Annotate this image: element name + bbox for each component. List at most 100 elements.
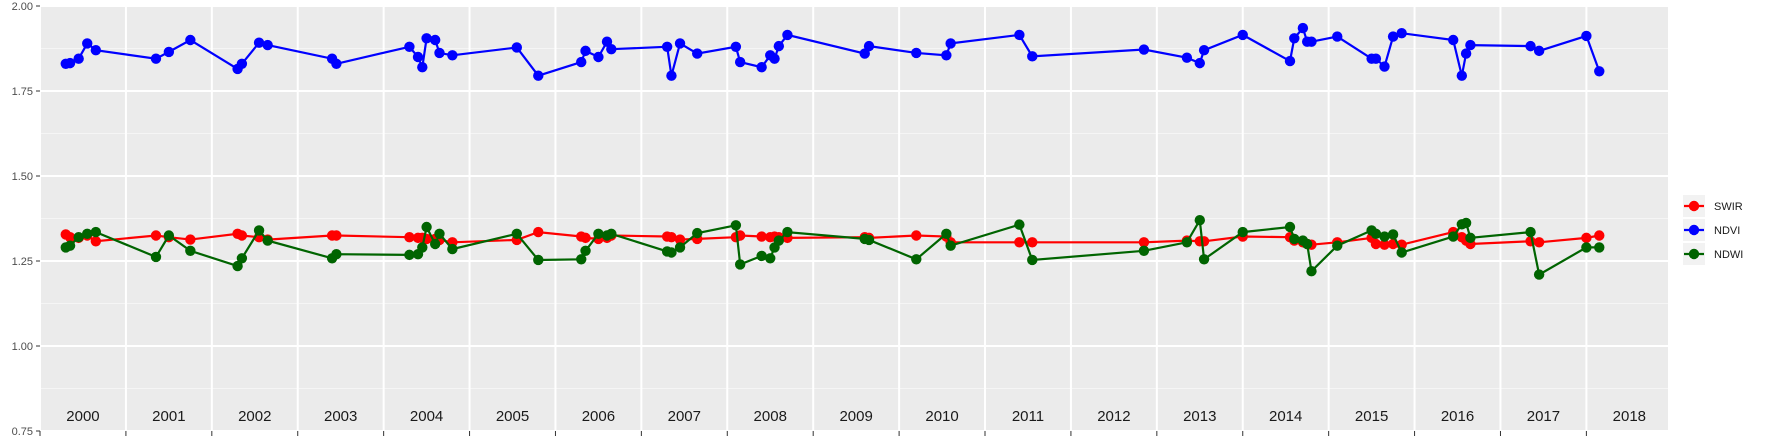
series-point-ndvi [782, 29, 793, 41]
series-point-ndwi [429, 238, 441, 250]
series-point-ndwi [82, 228, 93, 239]
series-point-ndwi [1181, 237, 1193, 248]
x-tick-label: 2008 [754, 408, 787, 425]
series-point-ndvi [1448, 34, 1459, 46]
series-point-ndwi [185, 245, 196, 256]
series-point-swir [1533, 237, 1545, 248]
series-point-swir [756, 231, 767, 242]
series-point-ndvi [150, 53, 162, 64]
series-point-ndwi [1370, 228, 1382, 239]
series-point-ndvi [1332, 31, 1343, 42]
series-point-ndwi [1014, 219, 1025, 230]
series-point-ndvi [945, 38, 956, 49]
series-point-swir [666, 232, 677, 243]
series-point-ndwi [756, 250, 767, 262]
series-point-ndwi [1301, 238, 1313, 250]
series-point-ndwi [765, 253, 776, 264]
x-tick-label: 2015 [1355, 408, 1388, 425]
series-point-swir [150, 230, 162, 241]
series-point-ndvi [1456, 70, 1468, 81]
series-point-ndvi [1460, 48, 1472, 59]
series-point-ndwi [434, 228, 445, 239]
series-point-ndvi [1237, 29, 1248, 41]
series-point-ndvi [447, 50, 458, 61]
legend: SWIR NDVI NDWI [1683, 195, 1743, 265]
series-point-ndwi [945, 240, 956, 251]
x-tick-label: 2012 [1097, 408, 1130, 425]
series-point-ndwi [163, 230, 175, 241]
series-point-ndvi [533, 70, 544, 81]
series-point-ndwi [1027, 254, 1038, 266]
series-point-ndvi [580, 45, 591, 57]
series-point-swir [1379, 239, 1390, 250]
series-point-ndwi [262, 235, 273, 246]
series-point-ndvi [236, 58, 248, 69]
series-point-ndwi [511, 228, 523, 239]
series-point-ndvi [1194, 57, 1205, 69]
x-tick-label: 2005 [496, 408, 529, 425]
series-point-ndwi [1284, 221, 1296, 233]
y-tick-label: 1.00 [12, 341, 33, 353]
series-point-ndwi [1448, 231, 1459, 242]
series-point-ndvi [593, 51, 604, 63]
series-point-ndwi [73, 232, 84, 243]
series-point-swir [1370, 238, 1382, 250]
series-point-swir [1581, 232, 1592, 244]
series-point-ndvi [1014, 29, 1025, 41]
legend-label: SWIR [1714, 201, 1743, 213]
series-point-swir [674, 234, 686, 245]
series-point-swir [911, 230, 922, 241]
x-tick-label: 2016 [1441, 408, 1474, 425]
y-tick-label: 1.50 [12, 171, 33, 183]
series-point-ndvi [730, 41, 742, 52]
series-point-ndvi [769, 53, 780, 64]
series-point-swir [533, 226, 544, 238]
series-point-ndvi [73, 53, 84, 64]
series-point-swir [236, 230, 248, 241]
series-point-ndwi [1525, 226, 1536, 238]
series-point-ndvi [421, 33, 432, 44]
series-point-ndwi [236, 253, 248, 264]
series-point-ndvi [666, 70, 677, 81]
grid-major [39, 5, 1668, 432]
series-point-ndwi [666, 247, 677, 258]
series-point-ndwi [1396, 247, 1407, 258]
series-point-ndvi [661, 41, 673, 52]
y-tick-label: 2.00 [12, 1, 33, 13]
series-point-ndvi [1306, 36, 1317, 47]
series-point-swir [1027, 237, 1038, 248]
series-point-swir [185, 234, 196, 245]
series-point-ndwi [253, 225, 265, 236]
x-tick-label: 2000 [66, 408, 99, 425]
x-tick-label: 2011 [1012, 408, 1044, 425]
series-point-ndvi [1289, 33, 1300, 44]
series-point-ndvi [1379, 61, 1390, 72]
series-point-swir [1594, 230, 1605, 241]
series-point-ndvi [64, 57, 76, 69]
series-point-ndvi [82, 38, 93, 49]
series-point-ndvi [756, 61, 767, 73]
series-point-ndvi [1581, 30, 1592, 42]
series-point-ndwi [1533, 269, 1545, 280]
series-point-ndvi [863, 40, 875, 52]
x-tick-label: 2007 [668, 408, 701, 425]
x-tick-label: 2001 [152, 408, 185, 425]
series-point-ndvi [331, 58, 342, 69]
series-point-ndvi [404, 41, 415, 52]
series-point-swir [404, 232, 415, 243]
x-tick-label: 2004 [410, 408, 443, 425]
series-point-ndvi [1396, 28, 1407, 39]
series-point-ndwi [593, 228, 604, 239]
series-point-ndvi [1181, 52, 1193, 63]
series-point-ndwi [150, 251, 162, 263]
series-point-ndwi [64, 240, 76, 251]
y-axis: 0.75 1.00 1.25 1.50 1.75 2.00 [12, 1, 40, 438]
series-point-swir [64, 232, 76, 243]
series-point-ndvi [90, 45, 102, 56]
series-point-ndwi [580, 245, 591, 256]
series-point-ndvi [1465, 39, 1476, 51]
series-point-ndwi [734, 259, 746, 270]
grid-minor [40, 48, 1668, 389]
series-point-ndvi [1198, 45, 1210, 56]
series-point-ndvi [734, 56, 746, 68]
